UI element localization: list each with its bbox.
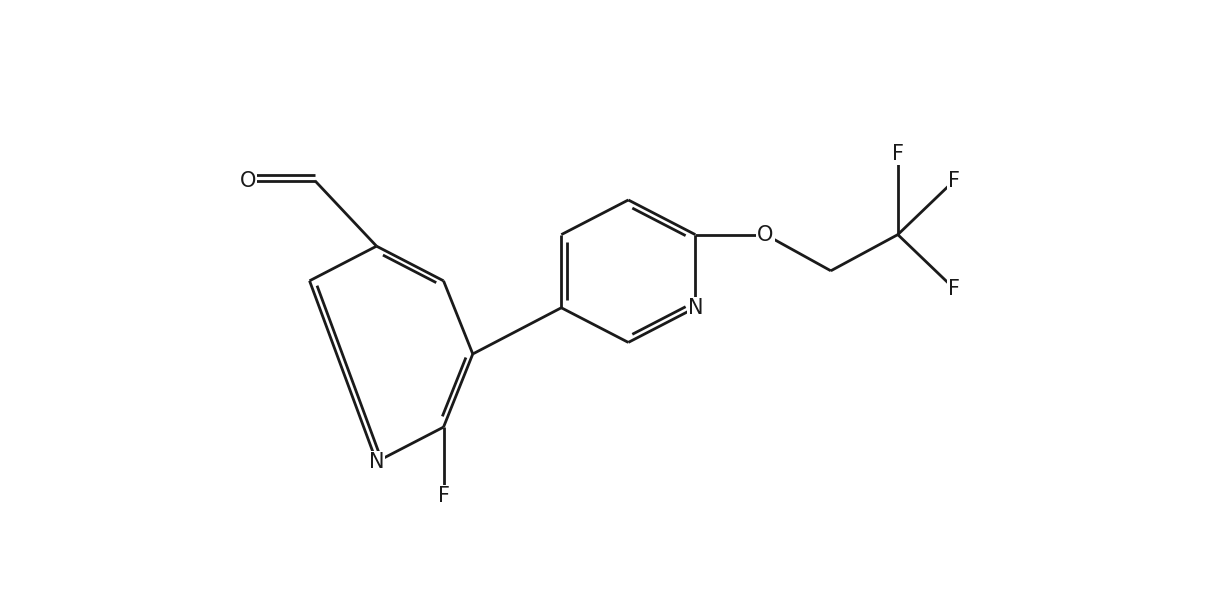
Text: F: F	[437, 486, 450, 507]
Text: N: N	[368, 452, 384, 472]
Text: N: N	[687, 298, 703, 318]
Text: F: F	[892, 144, 904, 164]
Text: O: O	[240, 171, 256, 191]
Text: F: F	[949, 171, 960, 191]
Text: O: O	[758, 225, 774, 244]
Text: F: F	[949, 279, 960, 298]
